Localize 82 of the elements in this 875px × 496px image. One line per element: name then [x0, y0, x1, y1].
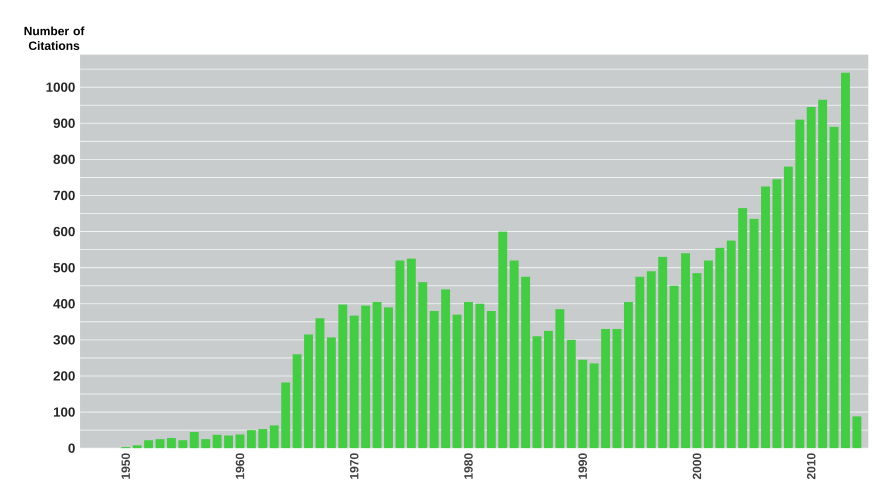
bar: [555, 309, 564, 448]
bar: [635, 276, 644, 448]
bar: [738, 208, 748, 448]
bar: [795, 120, 804, 448]
bar: [681, 253, 690, 448]
bar: [498, 231, 508, 448]
x-tick-label: 1950: [121, 453, 130, 479]
bar: [236, 434, 244, 448]
bar: [806, 106, 816, 448]
bar: [304, 334, 313, 448]
bar: [726, 240, 736, 448]
bar: [452, 314, 462, 448]
bar: [578, 360, 588, 448]
x-tick-label: 2000: [692, 453, 702, 480]
bar: [246, 430, 256, 448]
y-axis-title: Number of Citations: [24, 26, 84, 50]
y-tick-label: 200: [54, 371, 75, 381]
x-tick-label: 1980: [464, 453, 473, 479]
x-tick-label: 1970: [350, 453, 358, 479]
bar: [361, 305, 370, 448]
bar: [270, 425, 279, 448]
bar: [772, 179, 782, 448]
bar: [201, 439, 210, 448]
bar: [612, 328, 622, 448]
bar: [144, 440, 154, 448]
bar: [464, 302, 473, 448]
y-tick-label: 300: [53, 335, 75, 345]
bar: [475, 304, 484, 448]
bar: [212, 434, 222, 448]
bar: [395, 260, 404, 448]
bar: [704, 260, 713, 448]
x-tick-label: 1990: [578, 453, 587, 479]
bar: [418, 282, 428, 448]
bar: [841, 72, 850, 448]
bar: [750, 218, 759, 448]
y-tick-label: 800: [53, 154, 75, 164]
bar: [406, 258, 416, 448]
bar: [532, 336, 542, 448]
bar: [646, 271, 656, 448]
bar: [350, 316, 359, 448]
bar: [258, 428, 268, 448]
bar: [692, 272, 702, 448]
bar: [178, 440, 188, 448]
bar: [715, 248, 724, 448]
bar: [521, 276, 530, 448]
bar: [292, 354, 302, 448]
bar: [590, 363, 599, 448]
bar: [658, 256, 668, 448]
bar: [818, 100, 828, 448]
y-tick-label: 0: [68, 443, 75, 453]
y-tick-label: 500: [53, 262, 75, 272]
bar: [315, 318, 324, 448]
bar: [166, 438, 176, 448]
bar: [544, 330, 553, 448]
y-tick-label: 900: [54, 118, 75, 128]
bar: [384, 307, 393, 448]
y-tick-label: 600: [54, 226, 75, 236]
bar: [224, 435, 234, 448]
y-tick-label: 100: [54, 407, 75, 417]
bar: [441, 289, 450, 448]
bar: [670, 286, 679, 448]
bar: [830, 126, 839, 448]
bar: [566, 340, 576, 448]
x-tick-label: 2010: [806, 453, 816, 480]
bar: [852, 416, 862, 448]
y-tick-label: 700: [54, 190, 75, 200]
bar: [326, 337, 336, 448]
bar: [190, 432, 199, 448]
bar: [430, 310, 439, 448]
x-tick-label: 1960: [236, 453, 244, 479]
bar: [338, 304, 348, 448]
bar: [761, 186, 770, 448]
bar: [486, 310, 496, 448]
bar: [510, 260, 519, 448]
bar: [784, 166, 793, 448]
bar: [156, 439, 164, 448]
bar: [372, 302, 382, 448]
y-tick-label: 400: [53, 298, 75, 308]
bar: [624, 302, 633, 448]
y-tick-label: 1000: [46, 82, 75, 92]
bar: [281, 382, 290, 448]
bar: [601, 328, 610, 448]
